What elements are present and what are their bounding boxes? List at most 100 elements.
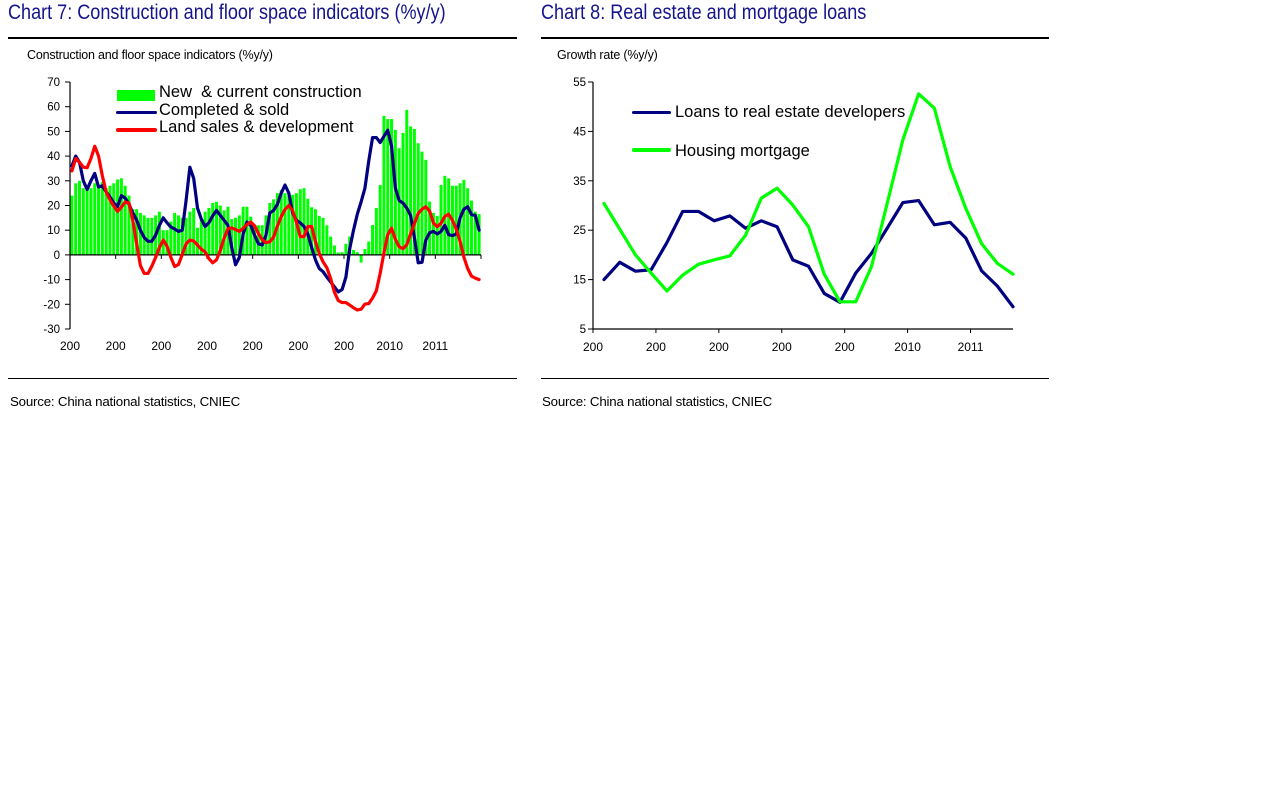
bar-new-current-construction bbox=[317, 215, 321, 255]
bar-new-current-construction bbox=[207, 207, 211, 255]
bar-new-current-construction bbox=[215, 201, 219, 255]
bar-new-current-construction bbox=[211, 203, 215, 255]
legend-swatch-line bbox=[632, 110, 671, 114]
bar-new-current-construction bbox=[104, 188, 108, 255]
y-tick-label: 70 bbox=[47, 77, 60, 89]
legend-label: New & current construction bbox=[159, 83, 362, 101]
bar-new-current-construction bbox=[352, 249, 356, 255]
bar-new-current-construction bbox=[332, 245, 336, 255]
bar-new-current-construction bbox=[454, 185, 458, 255]
bar-new-current-construction bbox=[184, 217, 188, 255]
bar-new-current-construction bbox=[302, 188, 306, 255]
bar-new-current-construction bbox=[218, 205, 222, 255]
bar-new-current-construction bbox=[249, 216, 253, 255]
bar-new-current-construction bbox=[291, 194, 295, 255]
y-tick-label: 40 bbox=[47, 151, 60, 163]
bar-new-current-construction bbox=[203, 211, 207, 255]
bar-new-current-construction bbox=[466, 188, 470, 255]
line-loans-to-real-estate-developers bbox=[602, 198, 1015, 309]
bar-new-current-construction bbox=[367, 241, 371, 255]
bar-new-current-construction bbox=[180, 217, 184, 255]
legend-swatch-line bbox=[116, 128, 157, 132]
bar-new-current-construction bbox=[237, 215, 241, 255]
bar-new-current-construction bbox=[169, 221, 173, 255]
bar-new-current-construction bbox=[340, 252, 344, 255]
legend-swatch-line bbox=[632, 148, 671, 152]
y-tick-label: 25 bbox=[573, 225, 586, 237]
bar-new-current-construction bbox=[192, 207, 196, 255]
legend-label: Housing mortgage bbox=[675, 142, 810, 160]
bar-new-current-construction bbox=[78, 180, 82, 255]
bar-new-current-construction bbox=[420, 151, 424, 255]
bar-new-current-construction bbox=[97, 185, 101, 255]
bar-new-current-construction bbox=[199, 220, 203, 255]
chart7-source: Source: China national statistics, CNIEC bbox=[10, 394, 240, 409]
bar-new-current-construction bbox=[279, 189, 283, 255]
bar-new-current-construction bbox=[165, 230, 169, 255]
bar-new-current-construction bbox=[108, 185, 112, 255]
bar-new-current-construction bbox=[173, 212, 177, 255]
bar-new-current-construction bbox=[81, 188, 85, 255]
bar-new-current-construction bbox=[283, 193, 287, 255]
bar-new-current-construction bbox=[119, 178, 123, 255]
x-tick-label: 2011 bbox=[422, 339, 448, 353]
bar-new-current-construction bbox=[386, 119, 390, 255]
bar-new-current-construction bbox=[245, 206, 249, 255]
line-housing-mortgage bbox=[602, 92, 1015, 304]
bar-new-current-construction bbox=[462, 179, 466, 255]
bar-new-current-construction bbox=[371, 225, 375, 255]
x-tick-label: 200 bbox=[243, 339, 263, 353]
x-tick-label: 200 bbox=[646, 340, 666, 354]
y-tick-label: 50 bbox=[47, 126, 60, 138]
bar-new-current-construction bbox=[230, 219, 234, 255]
bar-new-current-construction bbox=[355, 252, 359, 255]
bar-new-current-construction bbox=[287, 195, 291, 255]
bar-new-current-construction bbox=[412, 128, 416, 255]
bar-new-current-construction bbox=[131, 209, 135, 255]
y-tick-label: 30 bbox=[47, 176, 60, 188]
bar-new-current-construction bbox=[329, 236, 333, 255]
y-tick-label: 55 bbox=[573, 77, 586, 89]
y-tick-label: 35 bbox=[573, 176, 586, 188]
bar-new-current-construction bbox=[268, 203, 272, 255]
x-tick-label: 200 bbox=[197, 339, 217, 353]
x-tick-label: 200 bbox=[60, 339, 80, 353]
bar-new-current-construction bbox=[336, 252, 340, 255]
bar-new-current-construction bbox=[344, 243, 348, 255]
bar-new-current-construction bbox=[222, 210, 226, 255]
y-tick-label: 5 bbox=[580, 324, 586, 336]
lines-layer bbox=[70, 128, 481, 312]
y-tick-label: 45 bbox=[573, 126, 586, 138]
bar-new-current-construction bbox=[431, 212, 435, 255]
x-tick-label: 200 bbox=[151, 339, 171, 353]
y-tick-label: -30 bbox=[43, 324, 60, 336]
bar-new-current-construction bbox=[378, 185, 382, 255]
bar-new-current-construction bbox=[188, 211, 192, 255]
line-land-sales-development bbox=[70, 144, 481, 312]
lines-layer bbox=[602, 92, 1015, 309]
bar-new-current-construction bbox=[70, 195, 74, 255]
bar-new-current-construction bbox=[100, 182, 104, 255]
bar-new-current-construction bbox=[477, 214, 481, 255]
y-tick-label: 0 bbox=[54, 250, 60, 262]
chart7-heading: Chart 7: Construction and floor space in… bbox=[8, 1, 446, 24]
bar-new-current-construction bbox=[89, 188, 93, 255]
chart7-bottom-rule bbox=[8, 377, 517, 379]
bar-new-current-construction bbox=[74, 183, 78, 255]
bar-new-current-construction bbox=[234, 217, 238, 255]
bar-new-current-construction bbox=[138, 212, 142, 255]
x-tick-label: 200 bbox=[709, 340, 729, 354]
bar-new-current-construction bbox=[85, 188, 89, 255]
bar-new-current-construction bbox=[363, 248, 367, 255]
chart8-subtitle: Growth rate (%y/y) bbox=[557, 48, 658, 62]
bar-new-current-construction bbox=[416, 143, 420, 255]
y-tick-label: 15 bbox=[573, 275, 586, 287]
x-tick-label: 200 bbox=[288, 339, 308, 353]
y-tick-label: 60 bbox=[47, 102, 60, 114]
y-tick-label: 10 bbox=[47, 225, 60, 237]
bar-new-current-construction bbox=[359, 254, 363, 263]
bar-new-current-construction bbox=[390, 119, 394, 255]
x-tick-label: 200 bbox=[835, 340, 855, 354]
bar-new-current-construction bbox=[112, 183, 116, 255]
